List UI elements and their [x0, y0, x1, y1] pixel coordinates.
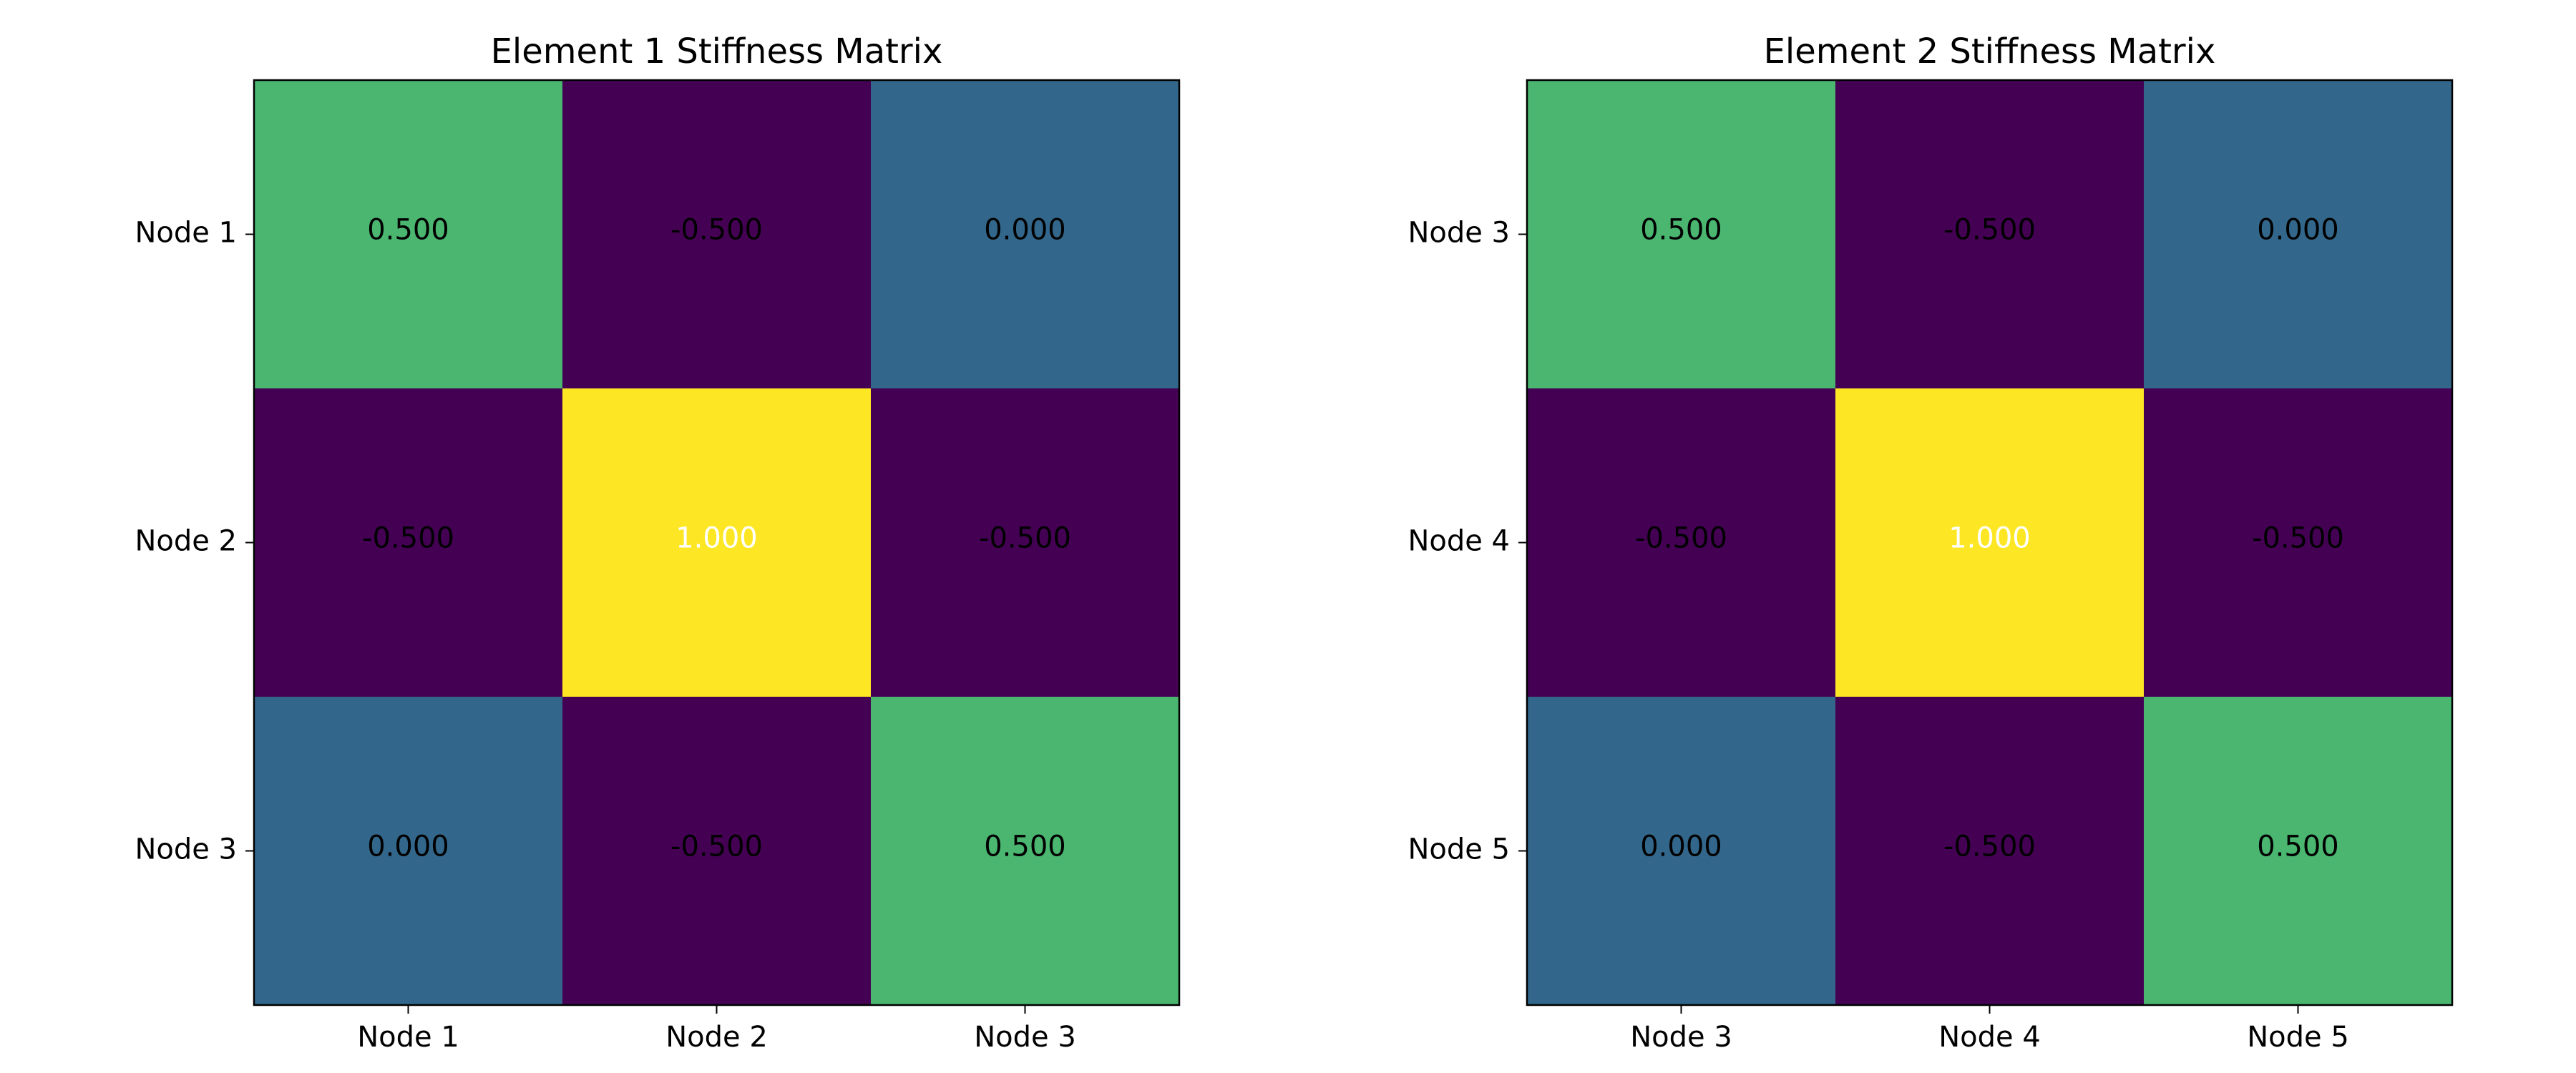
cell-value-label: 0.000 [984, 214, 1066, 247]
cell-value-label: -0.500 [670, 214, 763, 247]
heatmap-cell [1835, 697, 2145, 1006]
x-tick-label: Node 1 [357, 1021, 459, 1054]
heatmap-cell [254, 80, 563, 389]
y-tick-label: Node 1 [135, 217, 237, 250]
cell-value-label: 1.000 [675, 522, 758, 555]
cell-value-label: 1.000 [1948, 522, 2031, 555]
heatmap-cell [871, 388, 1180, 697]
heatmap-cell [2144, 388, 2453, 697]
x-tick-label: Node 4 [1938, 1021, 2041, 1054]
heatmap-cell [1527, 388, 1836, 697]
cell-value-label: -0.500 [1943, 214, 2036, 247]
heatmap-cell [871, 697, 1180, 1006]
cell-value-label: 0.000 [1640, 831, 1722, 863]
cell-value-label: 0.000 [367, 831, 449, 863]
heatmap-cell [562, 80, 872, 389]
chart-title: Element 2 Stiffness Matrix [1764, 31, 2216, 72]
heatmap-cell [1527, 80, 1836, 389]
heatmap-panel-element-1: 0.500 -0.500 0.000 -0.500 1.000 -0.500 0.000 -0… [135, 31, 1181, 1054]
cell-value-label: 0.500 [2257, 831, 2339, 863]
heatmap-cell [1835, 80, 2145, 389]
heatmap-panel-element-2: 0.500 -0.500 0.000 -0.500 1.000 -0.500 0.000 -0… [1407, 31, 2454, 1054]
heatmap-cell [254, 697, 563, 1006]
heatmap-cell [2144, 697, 2453, 1006]
heatmap-cell [254, 388, 563, 697]
y-tick-label: Node 4 [1407, 525, 1510, 558]
chart-title: Element 1 Stiffness Matrix [491, 31, 943, 72]
cell-value-label: -0.500 [362, 522, 454, 555]
cell-value-label: 0.500 [367, 214, 449, 247]
x-tick-label: Node 3 [974, 1021, 1076, 1054]
cell-value-label: -0.500 [2252, 522, 2344, 555]
x-tick-label: Node 5 [2247, 1021, 2349, 1054]
y-tick-label: Node 3 [135, 833, 237, 866]
heatmap-cell [1835, 388, 2145, 697]
heatmap-cell [871, 80, 1180, 389]
cell-value-label: 0.000 [2257, 214, 2339, 247]
heatmap-cell [562, 388, 872, 697]
cell-value-label: -0.500 [1943, 831, 2036, 863]
cell-value-label: 0.500 [984, 831, 1066, 863]
heatmap-cell [562, 697, 872, 1006]
heatmap-cell [1527, 697, 1836, 1006]
heatmap-cell [2144, 80, 2453, 389]
y-tick-label: Node 5 [1407, 833, 1510, 866]
cell-value-label: 0.500 [1640, 214, 1722, 247]
cell-value-label: -0.500 [670, 831, 763, 863]
cell-value-label: -0.500 [1635, 522, 1727, 555]
x-tick-label: Node 3 [1630, 1021, 1732, 1054]
cell-value-label: -0.500 [979, 522, 1071, 555]
y-tick-label: Node 2 [135, 525, 237, 558]
y-tick-label: Node 3 [1407, 217, 1510, 250]
x-tick-label: Node 2 [665, 1021, 768, 1054]
